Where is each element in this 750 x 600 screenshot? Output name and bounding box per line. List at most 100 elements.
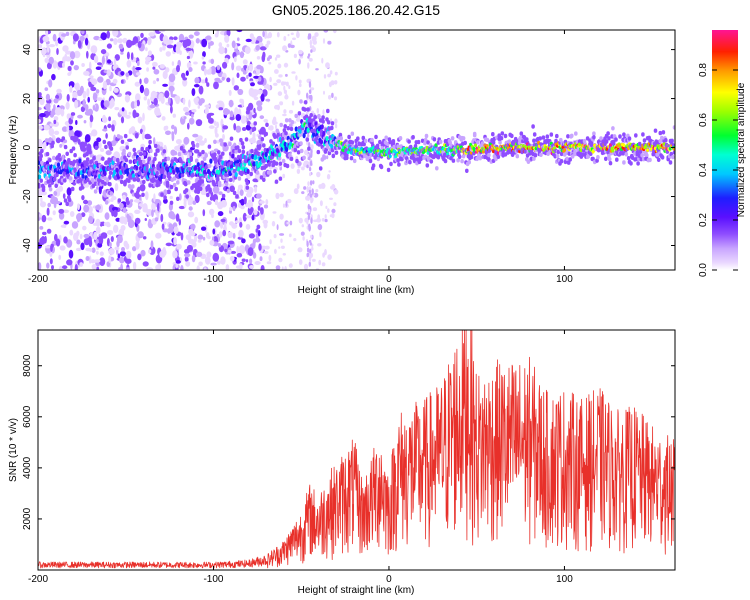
heatmap-cell-1737 (310, 217, 313, 224)
heatmap-cell-1738 (311, 197, 314, 202)
heatmap-cell-277 (147, 98, 151, 106)
colorbar-tick-label-1: 0.2 (698, 213, 709, 227)
heatmap-cell-89 (142, 236, 147, 240)
heatmap-cell-1481 (291, 71, 296, 74)
heatmap-cell-1409 (302, 236, 305, 241)
heatmap-cell-3489 (496, 154, 501, 159)
heatmap-cell-1346 (174, 145, 181, 151)
heatmap-cell-2431 (217, 182, 222, 188)
heatmap-cell-1508 (330, 80, 335, 86)
heatmap-cell-3912 (607, 157, 612, 162)
heatmap-cell-2665 (279, 122, 284, 128)
heatmap-cell-1479 (316, 108, 320, 114)
heatmap-cell-3729 (559, 159, 564, 164)
heatmap-cell-178 (88, 61, 92, 70)
heatmap-cell-783 (48, 44, 56, 48)
heatmap-cell-922 (134, 81, 140, 87)
heatmap-cell-3762 (568, 157, 572, 162)
heatmap-cell-451 (45, 30, 49, 37)
heatmap-cell-2725 (295, 158, 299, 164)
heatmap-cell-41 (106, 43, 112, 49)
heatmap-cell-2641 (273, 134, 277, 139)
heatmap-cell-1356 (258, 243, 262, 251)
heatmap-cell-2248 (169, 184, 174, 190)
heatmap-cell-2581 (257, 139, 261, 145)
heatmap-cell-768 (150, 240, 154, 250)
heatmap-cell-723 (234, 107, 239, 115)
heatmap-cell-1240 (53, 98, 59, 104)
heatmap-cell-3046 (379, 164, 384, 170)
heatmap-cell-2080 (125, 145, 129, 150)
heatmap-cell-775 (145, 191, 149, 201)
heatmap-cell-822 (52, 210, 56, 216)
heatmap-cell-2824 (321, 119, 325, 124)
heatmap-cell-647 (125, 243, 130, 250)
heatmap-cell-2473 (228, 177, 233, 183)
heatmap-cell-1230 (125, 250, 132, 259)
heatmap-cell-496 (163, 198, 168, 204)
heatmap-cell-1215 (81, 146, 87, 152)
heatmap-cell-1035 (252, 132, 256, 140)
heatmap-cell-785 (145, 47, 148, 52)
heatmap-cell-3220 (425, 163, 430, 168)
heatmap-cell-2739 (299, 99, 303, 104)
heatmap-cell-980 (248, 87, 255, 97)
heatmap-cell-3080 (388, 154, 392, 159)
heatmap-cell-1540 (322, 38, 326, 44)
heatmap-cell-1368 (182, 77, 188, 81)
heatmap-cell-782 (109, 85, 112, 92)
heatmap-cell-133 (256, 56, 261, 60)
heatmap-cell-274 (202, 209, 206, 217)
heatmap-cell-1194 (39, 213, 42, 218)
heatmap-cell-2071 (123, 182, 127, 187)
colorbar-ticks: 0.0 0.2 0.4 0.6 0.8 (698, 63, 738, 277)
heatmap-cell-68 (137, 253, 142, 261)
heatmap-cell-2289 (180, 173, 185, 178)
heatmap-cell-564 (217, 80, 223, 83)
heatmap-cell-1336 (40, 236, 46, 245)
heatmap-cell-583 (190, 223, 196, 230)
heatmap-cell-2646 (274, 179, 279, 184)
heatmap-cell-2842 (326, 108, 330, 114)
heatmap-cell-1953 (92, 156, 96, 161)
heatmap-cell-677 (183, 136, 190, 145)
heatmap-cell-595 (256, 89, 263, 95)
heatmap-cell-1259 (38, 262, 42, 270)
heatmap-cell-2764 (305, 137, 310, 142)
spectrogram-y-axis-label: Frequency (Hz) (8, 116, 19, 185)
heatmap-cell-2892 (339, 136, 344, 141)
heatmap-cell-1146 (137, 41, 142, 49)
heatmap-cell-2520 (241, 149, 246, 155)
heatmap-cell-1911 (81, 141, 85, 147)
heatmap-cell-1653 (282, 113, 287, 117)
spectrogram-frame (37, 29, 676, 271)
heatmap-cell-2487 (232, 168, 237, 174)
heatmap-cell-1548 (298, 58, 301, 65)
spectrogram-x-tick-label-3: 100 (556, 274, 573, 285)
heatmap-cell-2805 (316, 149, 321, 155)
heatmap-cell-1595 (321, 57, 324, 64)
heatmap-cell-516 (232, 232, 236, 239)
heatmap-cell-1756 (40, 148, 44, 154)
heatmap-cell-1785 (48, 158, 52, 163)
heatmap-cell-2351 (196, 162, 200, 168)
heatmap-cell-2059 (119, 174, 124, 179)
heatmap-cell-826 (252, 240, 256, 249)
heatmap-cell-3357 (461, 136, 466, 141)
heatmap-cell-942 (105, 133, 108, 139)
heatmap-cell-726 (143, 96, 147, 101)
heatmap-cell-1318 (93, 259, 101, 263)
heatmap-cell-884 (204, 104, 211, 108)
heatmap-cell-1593 (288, 233, 292, 238)
heatmap-cell-1014 (38, 125, 43, 130)
heatmap-cell-2058 (119, 179, 124, 185)
heatmap-cell-1708 (309, 248, 312, 254)
heatmap-cell-1004 (85, 256, 90, 261)
heatmap-cell-1280 (162, 70, 168, 80)
snr-y-tick-label-1: 4000 (22, 456, 33, 479)
snr-y-tick-label-0: 2000 (22, 507, 33, 530)
heatmap-cell-3255 (435, 166, 439, 171)
heatmap-cell-549 (240, 205, 245, 210)
heatmap-cell-888 (109, 242, 112, 248)
heatmap-cell-2660 (278, 152, 282, 158)
